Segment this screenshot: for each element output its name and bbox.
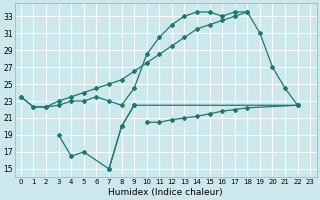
X-axis label: Humidex (Indice chaleur): Humidex (Indice chaleur) <box>108 188 223 197</box>
